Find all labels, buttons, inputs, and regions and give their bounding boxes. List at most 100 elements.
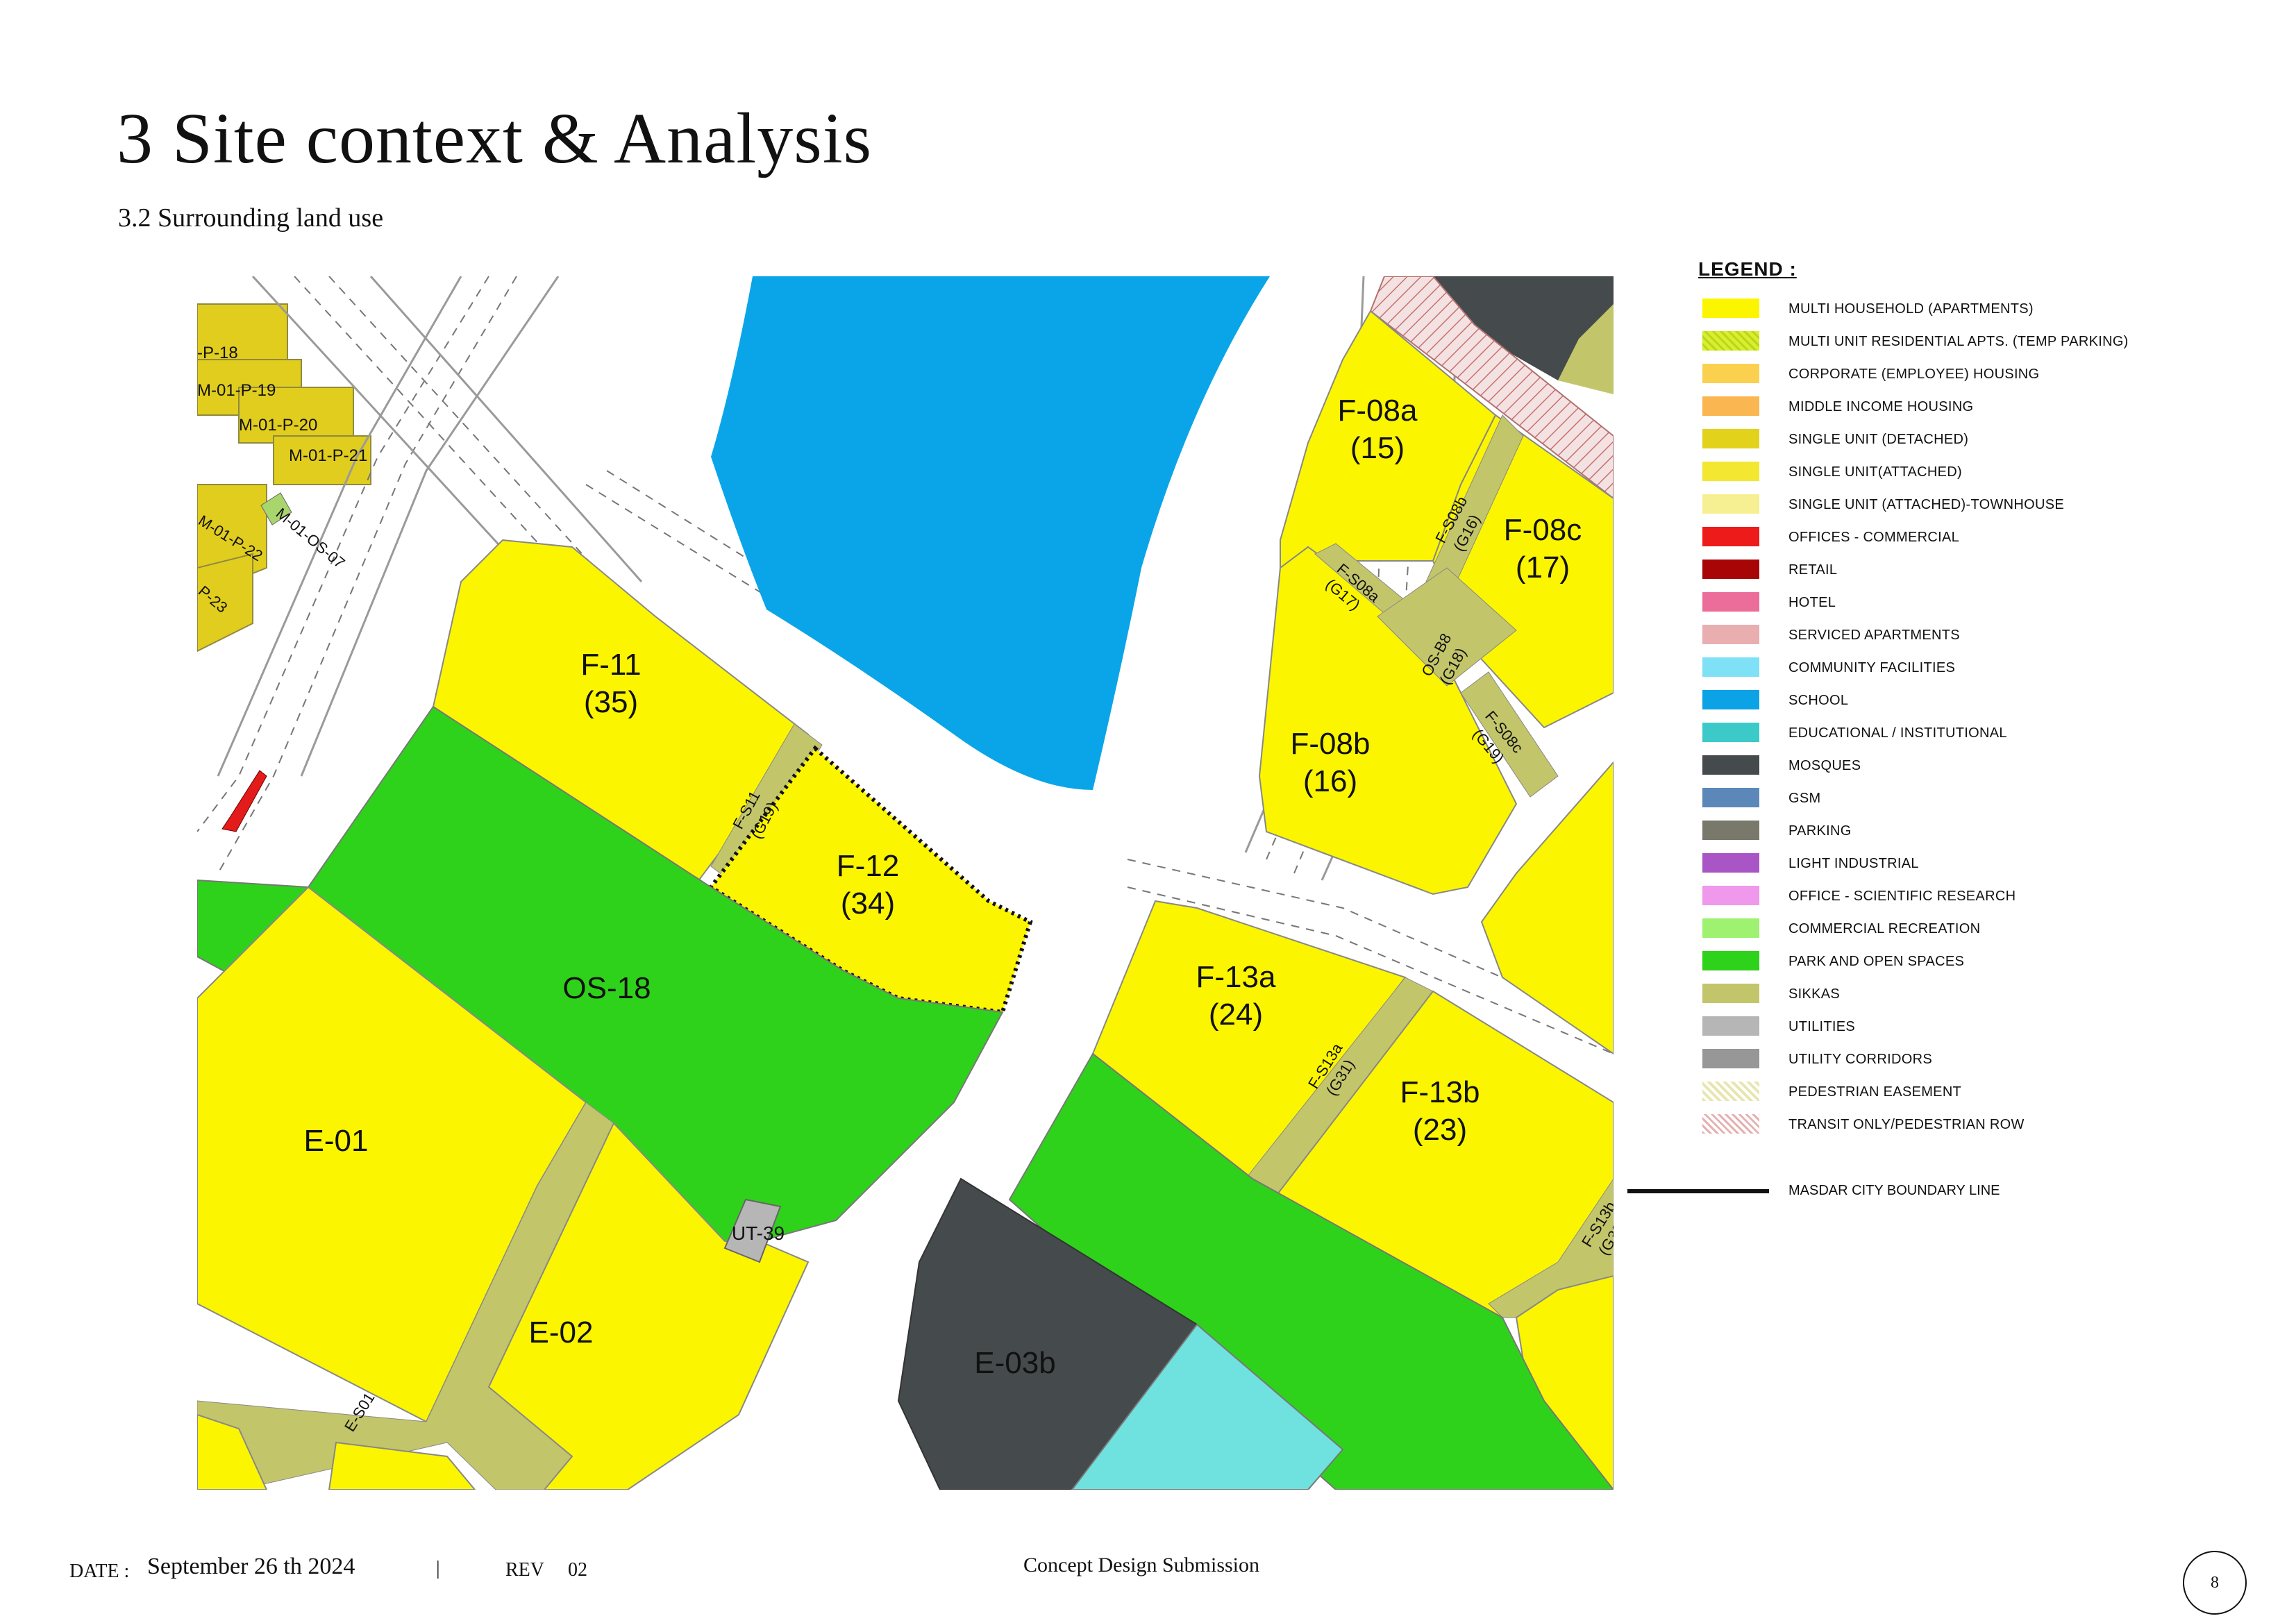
label-os18: OS-18	[562, 971, 651, 1005]
plot-east-yellow	[1480, 761, 1614, 1055]
legend-label: PEDESTRIAN EASEMENT	[1788, 1084, 1962, 1100]
section-subtitle: 3.2 Surrounding land use	[118, 203, 384, 233]
legend-label: OFFICES - COMMERCIAL	[1788, 530, 1960, 545]
legend-item: OFFICE - SCIENTIFIC RESEARCH	[1702, 883, 2286, 916]
legend-swatch	[1702, 918, 1759, 938]
label-m01p20: M-01-P-20	[239, 416, 317, 435]
label-m01p18: -P-18	[197, 344, 238, 362]
legend-label: PARKING	[1788, 823, 1852, 839]
legend-swatch	[1702, 1049, 1759, 1068]
legend-swatch	[1702, 298, 1759, 318]
legend-swatch	[1702, 755, 1759, 775]
legend-label: MOSQUES	[1788, 758, 1861, 773]
plot-os18	[197, 705, 1004, 1242]
legend-item: SINGLE UNIT (ATTACHED)-TOWNHOUSE	[1702, 491, 2286, 524]
sikka-strip-ne	[1558, 304, 1614, 394]
footer-submission: Concept Design Submission	[1023, 1554, 1260, 1576]
legend-label: OFFICE - SCIENTIFIC RESEARCH	[1788, 889, 2016, 904]
label-f08a-name: F-08a	[1338, 394, 1418, 428]
legend-swatch	[1702, 462, 1759, 481]
boundary-label: MASDAR CITY BOUNDARY LINE	[1788, 1183, 2000, 1198]
legend: MULTI HOUSEHOLD (APARTMENTS) MULTI UNIT R…	[1702, 296, 2286, 1144]
legend-item: PARK AND OPEN SPACES	[1702, 948, 2286, 981]
legend-swatch	[1702, 853, 1759, 873]
sikka-osb8	[1377, 567, 1517, 687]
legend-swatch	[1702, 984, 1759, 1003]
label-e02: E-02	[529, 1315, 594, 1349]
legend-swatch	[1702, 429, 1759, 448]
legend-label: SINGLE UNIT (ATTACHED)-TOWNHOUSE	[1788, 497, 2065, 512]
legend-label: RETAIL	[1788, 562, 1838, 578]
boundary-legend: MASDAR CITY BOUNDARY LINE	[1627, 1177, 2252, 1205]
legend-label: PARK AND OPEN SPACES	[1788, 954, 1965, 969]
label-e03b: E-03b	[974, 1346, 1055, 1380]
label-f11-num: (35)	[584, 685, 638, 719]
label-f08c-name: F-08c	[1504, 513, 1582, 547]
legend-label: MULTI UNIT RESIDENTIAL APTS. (TEMP PARKI…	[1788, 334, 2129, 349]
legend-label: UTILITIES	[1788, 1019, 1856, 1034]
legend-item: SERVICED APARTMENTS	[1702, 622, 2286, 655]
legend-item: RETAIL	[1702, 557, 2286, 589]
legend-item: MIDDLE INCOME HOUSING	[1702, 394, 2286, 426]
plot-m01-p21	[273, 435, 371, 485]
legend-swatch	[1702, 1114, 1759, 1134]
legend-swatch	[1702, 690, 1759, 709]
legend-item: MULTI HOUSEHOLD (APARTMENTS)	[1702, 296, 2286, 328]
legend-item: LIGHT INDUSTRIAL	[1702, 850, 2286, 883]
legend-item: PARKING	[1702, 818, 2286, 850]
legend-item: SINGLE UNIT(ATTACHED)	[1702, 459, 2286, 491]
legend-item: SIKKAS	[1702, 981, 2286, 1014]
label-e01: E-01	[304, 1124, 369, 1158]
legend-label: MIDDLE INCOME HOUSING	[1788, 399, 1974, 414]
footer-separator: |	[436, 1558, 440, 1579]
footer-rev-label: REV	[505, 1559, 544, 1581]
legend-item: UTILITY CORRIDORS	[1702, 1046, 2286, 1079]
label-f13b-name: F-13b	[1400, 1075, 1480, 1109]
transit-row-strip	[1369, 276, 1614, 500]
plot-school	[711, 276, 1270, 790]
legend-swatch	[1702, 723, 1759, 742]
legend-swatch	[1702, 396, 1759, 416]
legend-swatch	[1702, 527, 1759, 546]
legend-item: EDUCATIONAL / INSTITUTIONAL	[1702, 720, 2286, 752]
footer-date-value: September 26 th 2024	[147, 1554, 355, 1579]
label-f08b-num: (16)	[1303, 764, 1357, 798]
legend-item: SINGLE UNIT (DETACHED)	[1702, 426, 2286, 459]
plot-ut39	[723, 1198, 782, 1263]
legend-label: SCHOOL	[1788, 693, 1849, 708]
legend-swatch	[1702, 331, 1759, 351]
land-use-map: -P-18 M-01-P-19 M-01-P-20 M-01-P-21 M-01…	[197, 276, 1614, 1490]
legend-label: COMMUNITY FACILITIES	[1788, 660, 1956, 675]
legend-item: TRANSIT ONLY/PEDESTRIAN ROW	[1702, 1111, 2286, 1144]
legend-label: HOTEL	[1788, 595, 1836, 610]
label-f12-num: (34)	[841, 886, 895, 920]
label-f08a-num: (15)	[1350, 431, 1405, 465]
legend-item: MOSQUES	[1702, 752, 2286, 785]
legend-swatch	[1702, 494, 1759, 514]
legend-label: SIKKAS	[1788, 986, 1841, 1002]
legend-swatch	[1702, 788, 1759, 807]
legend-swatch	[1702, 886, 1759, 905]
legend-item: UTILITIES	[1702, 1014, 2286, 1046]
plot-educational	[1071, 1323, 1344, 1490]
legend-item: COMMUNITY FACILITIES	[1702, 655, 2286, 687]
label-ut39: UT-39	[732, 1222, 785, 1244]
page-title: 3 Site context & Analysis	[117, 99, 873, 178]
legend-label: EDUCATIONAL / INSTITUTIONAL	[1788, 725, 2007, 741]
legend-item: MULTI UNIT RESIDENTIAL APTS. (TEMP PARKI…	[1702, 328, 2286, 361]
legend-item: GSM	[1702, 785, 2286, 818]
legend-label: COMMERCIAL RECREATION	[1788, 921, 1981, 936]
legend-item: COMMERCIAL RECREATION	[1702, 916, 2286, 948]
legend-swatch	[1702, 592, 1759, 612]
legend-label: TRANSIT ONLY/PEDESTRIAN ROW	[1788, 1117, 2025, 1132]
label-f13a-name: F-13a	[1196, 960, 1276, 994]
footer-rev-value: 02	[568, 1559, 587, 1581]
plot-mosque-ne	[1433, 276, 1614, 380]
legend-item: OFFICES - COMMERCIAL	[1702, 524, 2286, 557]
legend-label: CORPORATE (EMPLOYEE) HOUSING	[1788, 367, 2040, 382]
label-f12-name: F-12	[837, 849, 899, 883]
label-m01p21: M-01-P-21	[289, 446, 367, 465]
legend-swatch	[1702, 1016, 1759, 1036]
legend-swatch	[1702, 364, 1759, 383]
label-f13b-num: (23)	[1413, 1113, 1467, 1147]
